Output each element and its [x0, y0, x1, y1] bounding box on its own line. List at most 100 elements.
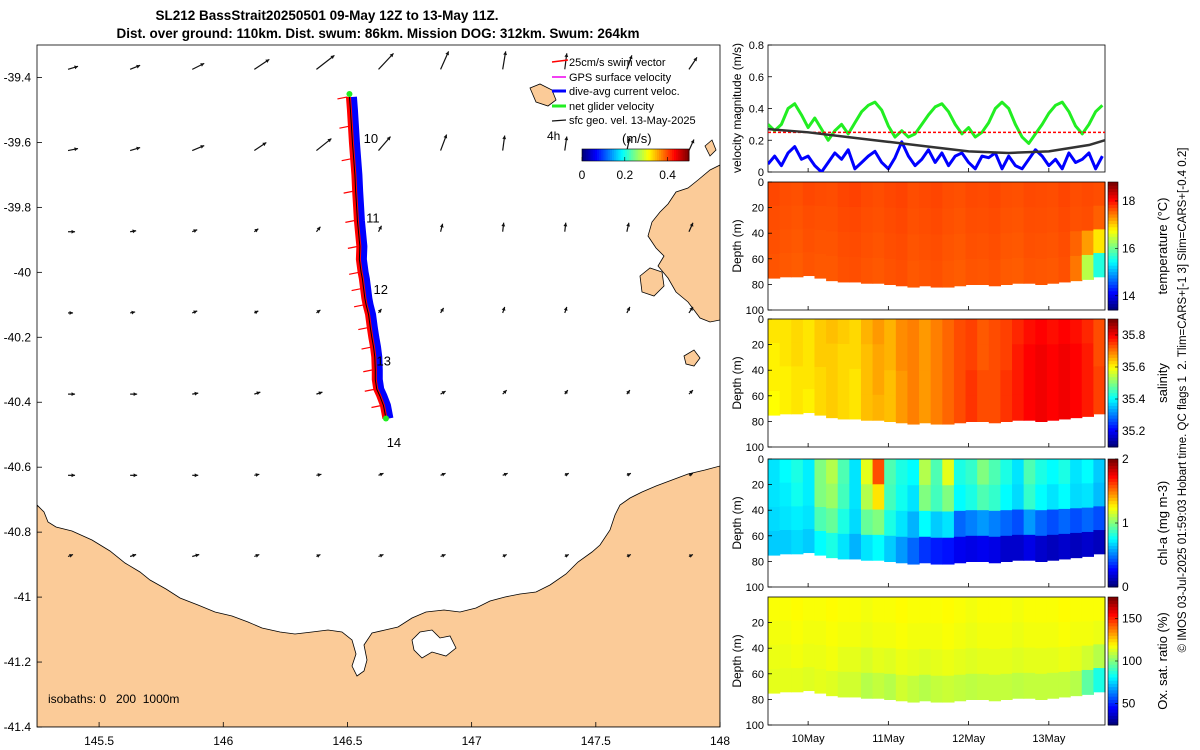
- section-colorbar-frame: [1107, 181, 1119, 311]
- section-y-tick-label: 20: [752, 203, 764, 215]
- geo-velocity-arrowhead: [501, 306, 506, 311]
- geo-velocity-arrowhead: [133, 473, 138, 478]
- section-cell: [826, 206, 839, 232]
- section-cell: [988, 597, 1002, 624]
- legend-colorbar-frame: [581, 148, 690, 162]
- section-colorbar-cell: [1108, 545, 1118, 550]
- section-cell: [779, 229, 792, 254]
- section-colorbar-cell: [1108, 696, 1118, 700]
- section-colorbar-cell: [1108, 478, 1118, 482]
- section-cell: [953, 319, 967, 346]
- legend-colorbar-cell: [684, 149, 688, 161]
- legend-colorbar-cell: [622, 149, 626, 161]
- section-cell: [1093, 342, 1106, 367]
- section-cell: [1023, 344, 1036, 371]
- section-cell: [988, 233, 1002, 261]
- section-cell: [860, 232, 874, 259]
- map-y-tick-label: -39.6: [4, 135, 32, 149]
- section-colorbar-cell: [1108, 693, 1118, 697]
- island-a: [529, 83, 557, 107]
- section-colorbar-cell: [1108, 331, 1118, 336]
- geo-velocity-arrowhead: [193, 310, 198, 315]
- legend-colorbar-cell: [603, 149, 607, 161]
- section-cell: [1000, 597, 1013, 624]
- geo-velocity-arrowhead: [194, 473, 199, 478]
- legend-colorbar-cell: [669, 149, 673, 161]
- section-cell: [860, 484, 874, 511]
- section-cell: [988, 459, 1002, 486]
- section-cell: [802, 667, 816, 692]
- section-colorbar-cell: [1108, 500, 1118, 505]
- geo-velocity-arrowhead: [563, 222, 568, 227]
- section-cell: [1081, 507, 1094, 533]
- section-colorbar-tick-label: 35.6: [1122, 360, 1146, 374]
- section-colorbar-cell: [1108, 571, 1118, 575]
- map-panel: 10 11 12 13 14 145.5 146 146.5 147 147.5 148 -39.…: [4, 44, 730, 748]
- section-cell: [860, 319, 874, 345]
- section-colorbar-cell: [1108, 408, 1118, 413]
- section-y-tick-label: 100: [746, 720, 764, 732]
- section-colorbar-cell: [1108, 274, 1118, 279]
- section-cell: [1070, 206, 1083, 232]
- section-cell: [977, 258, 990, 285]
- section-cell: [1081, 597, 1094, 622]
- legend-colorbar-cell: [624, 149, 628, 161]
- section-colorbar-cell: [1108, 344, 1118, 349]
- velocity-series: [768, 100, 1105, 172]
- section-cell: [907, 597, 920, 624]
- section-colorbar-cell: [1108, 233, 1118, 237]
- legend-colorbar-cell: [635, 149, 639, 161]
- section-cell: [895, 484, 909, 512]
- figure-title-line1: SL212 BassStrait20250501 09-May 12Z to 1…: [156, 8, 499, 23]
- section-panel: 0 20 40 60 80 100 Depth (m) 0 1 2 chl-a (mg m-3): [730, 452, 1170, 594]
- geo-velocity-arrowhead: [327, 138, 332, 143]
- section-cell: [1058, 597, 1071, 623]
- day-label: 10: [364, 131, 378, 146]
- section-colorbar-cell: [1108, 577, 1118, 582]
- section-colorbar-cell: [1108, 191, 1118, 196]
- geo-velocity-arrowhead: [316, 309, 321, 314]
- section-cell: [953, 510, 967, 538]
- section-cell: [1012, 597, 1025, 623]
- section-cell: [814, 645, 827, 670]
- section-colorbar-cell: [1108, 319, 1118, 323]
- section-cell: [849, 368, 862, 395]
- section-cell: [779, 459, 792, 484]
- section-cell: [1035, 182, 1048, 209]
- section-cell: [1023, 257, 1036, 284]
- section-cell: [779, 506, 792, 531]
- section-cell: [1035, 535, 1048, 562]
- geo-velocity-arrowhead: [69, 554, 74, 558]
- section-y-tick-label: 40: [752, 643, 764, 655]
- section-cell: [1012, 509, 1025, 536]
- tasmania-north-coast: [647, 164, 720, 323]
- section-cell: [953, 207, 967, 235]
- section-colorbar-cell: [1108, 395, 1118, 400]
- geo-velocity-arrowhead: [440, 307, 444, 312]
- section-cell: [1023, 182, 1036, 208]
- section-cell: [814, 597, 827, 622]
- section-colorbar-cell: [1108, 242, 1118, 247]
- section-cell: [826, 646, 839, 672]
- map-x-tick-label: 146: [213, 734, 233, 748]
- geo-velocity-arrowhead: [330, 55, 335, 60]
- section-cell: [895, 510, 909, 538]
- section-cell: [907, 675, 920, 703]
- section-colorbar-cell: [1108, 670, 1118, 675]
- section-cell: [1070, 319, 1083, 345]
- velocity-y-tick-label: 0: [758, 167, 764, 179]
- swim-vector-tick: [364, 388, 375, 392]
- section-cell: [768, 597, 781, 622]
- legend-colorbar-cell: [654, 149, 658, 161]
- geo-velocity-arrowhead: [564, 554, 569, 558]
- section-y-tick-label: 40: [752, 228, 764, 240]
- section-colorbar-cell: [1108, 230, 1118, 234]
- section-cell: [1070, 459, 1083, 485]
- geo-velocity-arrowhead: [502, 135, 507, 140]
- section-cell: [1012, 534, 1025, 561]
- section-colorbar-cell: [1108, 529, 1118, 534]
- section-cell: [1070, 255, 1083, 282]
- section-colorbar-cell: [1108, 561, 1118, 566]
- map-y-tick-label: -40.8: [4, 525, 32, 539]
- geo-velocity-arrow: [378, 52, 394, 70]
